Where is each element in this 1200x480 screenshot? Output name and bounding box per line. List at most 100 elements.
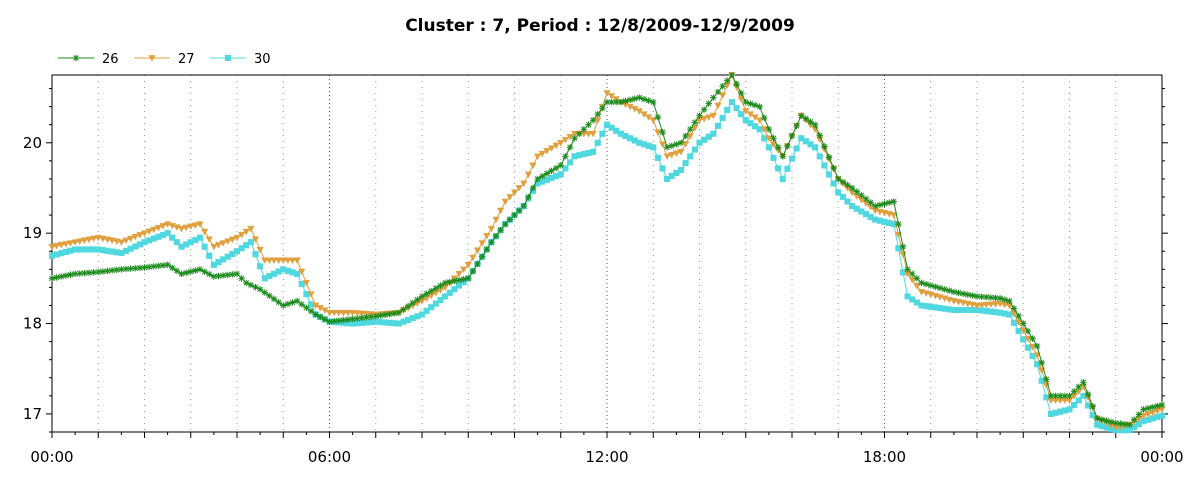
data-point-26 [321, 316, 329, 323]
legend-item-30: 30 [210, 52, 271, 67]
data-point-27 [658, 141, 667, 149]
data-point-27 [566, 133, 574, 141]
marker-stroke [988, 294, 994, 301]
marker-stroke [1006, 298, 1013, 304]
data-point-30 [793, 145, 800, 152]
data-point-26 [446, 278, 453, 286]
data-point-30 [710, 130, 717, 137]
data-point-26 [478, 253, 486, 260]
marker-stroke [414, 296, 421, 303]
data-point-26 [640, 95, 648, 103]
marker-stroke [1112, 420, 1119, 426]
data-point-27 [506, 194, 514, 201]
marker-stroke [853, 188, 860, 195]
marker-stroke [530, 185, 536, 191]
data-point-26 [881, 200, 888, 207]
marker-stroke [807, 118, 814, 125]
data-point-27 [140, 230, 149, 237]
data-point-30 [650, 144, 657, 151]
y-tick-label: 20 [23, 134, 42, 152]
data-point-26 [691, 119, 699, 126]
data-point-27 [589, 130, 597, 138]
data-point-27 [298, 268, 306, 276]
marker-stroke [927, 282, 934, 289]
data-point-26 [927, 282, 934, 289]
data-point-26 [502, 220, 509, 228]
x-tick-label: 06:00 [308, 448, 351, 466]
marker-stroke [1048, 393, 1054, 399]
data-point-27 [547, 145, 556, 152]
data-point-26 [525, 193, 532, 201]
marker-stroke [779, 153, 786, 160]
data-point-30 [812, 144, 819, 151]
marker-stroke [761, 115, 768, 121]
marker-stroke [742, 99, 749, 105]
data-point-27 [353, 310, 361, 317]
data-point-26 [580, 126, 588, 133]
marker-stroke [1126, 422, 1133, 428]
data-point-27 [978, 302, 986, 309]
marker-stroke [377, 312, 384, 319]
data-point-26 [53, 274, 60, 281]
data-point-27 [71, 239, 79, 246]
marker-stroke [701, 106, 707, 113]
data-point-26 [742, 98, 749, 106]
marker-stroke [844, 182, 851, 188]
marker-stroke [520, 203, 527, 209]
data-point-26 [811, 121, 819, 128]
data-point-27 [515, 185, 523, 192]
marker-stroke [849, 185, 855, 191]
data-point-27 [469, 254, 477, 262]
marker-stroke [132, 265, 139, 271]
marker-stroke [229, 271, 236, 278]
marker-stroke [1085, 391, 1091, 398]
data-point-30 [423, 307, 430, 314]
marker-stroke [76, 270, 83, 277]
marker-stroke [363, 314, 370, 321]
data-point-30 [173, 239, 180, 246]
data-point-27 [561, 136, 569, 144]
series-27 [48, 72, 1166, 432]
data-point-27 [279, 257, 287, 264]
data-point-30 [825, 171, 833, 178]
data-point-30 [442, 293, 449, 300]
data-point-27 [201, 228, 209, 236]
data-point-26 [381, 311, 389, 319]
marker-stroke [516, 207, 522, 214]
marker-stroke [465, 275, 472, 282]
data-point-26 [983, 293, 990, 301]
data-point-26 [737, 89, 745, 97]
data-point-27 [584, 130, 593, 138]
marker-stroke [729, 72, 735, 78]
marker-stroke [354, 315, 361, 322]
marker-stroke [770, 135, 777, 142]
data-point-30 [779, 175, 786, 182]
data-point-26 [1033, 342, 1041, 350]
marker-stroke [756, 103, 763, 110]
data-point-26 [270, 295, 278, 303]
marker-stroke [1075, 384, 1082, 390]
data-point-26 [788, 132, 796, 140]
data-point-26 [62, 272, 70, 279]
data-point-26 [872, 202, 879, 210]
data-point-27 [982, 301, 990, 309]
marker-stroke [386, 311, 393, 317]
data-point-26 [113, 266, 120, 274]
marker-stroke [900, 243, 906, 250]
data-point-26 [312, 311, 319, 318]
data-point-26 [150, 263, 157, 270]
marker-stroke [238, 275, 245, 282]
marker-stroke [372, 313, 379, 320]
marker-stroke [271, 296, 277, 302]
marker-stroke [1108, 419, 1114, 425]
marker-stroke [784, 143, 791, 149]
marker-stroke [650, 99, 657, 105]
data-point-30 [719, 114, 726, 121]
data-point-26 [932, 283, 939, 290]
marker-stroke [1136, 411, 1142, 418]
data-point-26 [710, 94, 717, 101]
data-point-26 [173, 267, 181, 275]
data-point-26 [890, 198, 897, 205]
data-point-26 [1158, 401, 1166, 409]
data-point-26 [802, 115, 810, 122]
